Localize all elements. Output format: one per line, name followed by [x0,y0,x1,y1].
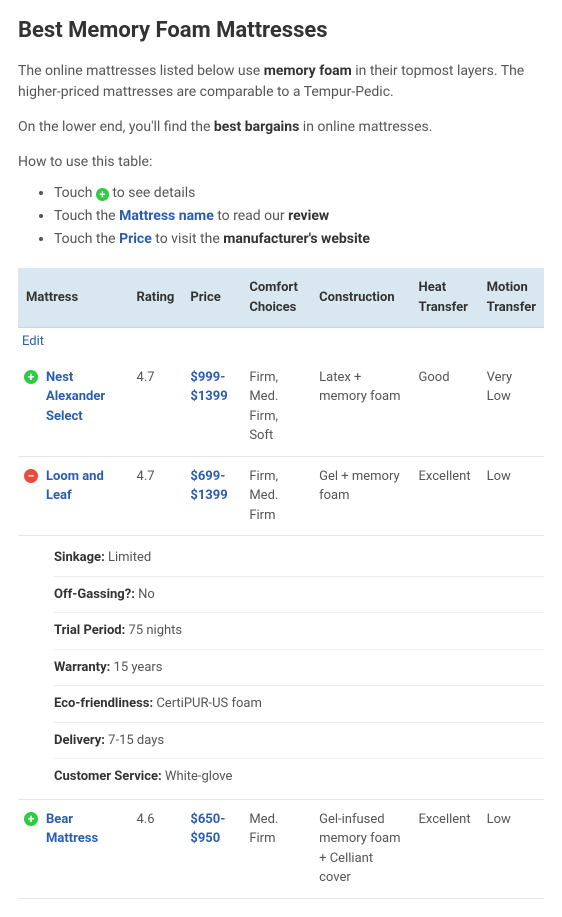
expand-icon[interactable]: + [24,370,38,384]
mattress-name-link[interactable]: Bear Mattress [46,812,98,847]
detail-value: CertiPUR-US foam [153,696,262,711]
price-cell[interactable]: $999-$1399 [182,358,241,457]
collapse-icon[interactable]: − [24,469,38,483]
col-comfort[interactable]: Comfort Choices [241,268,311,328]
detail-value: Limited [105,550,151,565]
motion-cell: Very Low [479,358,544,457]
text: to read our [214,208,288,224]
howto-label: How to use this table: [18,152,544,173]
detail-label: Delivery: [54,733,105,748]
heat-cell: Good [411,358,479,457]
emphasis-review: review [288,208,329,224]
instruction-item: Touch + to see details [54,183,544,204]
detail-value: 75 nights [125,623,182,638]
mattress-table: Mattress Rating Price Comfort Choices Co… [18,268,544,899]
edit-link[interactable]: Edit [22,334,44,349]
emphasis-mattress-name: Mattress name [119,208,214,224]
detail-row: Sinkage: LimitedOff-Gassing?: NoTrial Pe… [18,536,544,800]
intro-paragraph-1: The online mattresses listed below use m… [18,61,544,103]
comfort-cell: Firm, Med. Firm [241,456,311,536]
col-rating[interactable]: Rating [129,268,183,328]
construction-cell: Gel + memory foam [311,456,410,536]
table-row: −Loom and Leaf 4.7$699-$1399 Firm, Med. Fi… [18,456,544,536]
mattress-name-link[interactable]: Loom and Leaf [46,469,104,504]
col-mattress[interactable]: Mattress [18,268,129,328]
comfort-cell: Med. Firm [241,799,311,898]
motion-cell: Low [479,456,544,536]
construction-cell: Gel-infused memory foam + Celliant cover [311,799,410,898]
instructions-list: Touch + to see details Touch the Mattres… [18,183,544,250]
price-link[interactable]: $699-$1399 [190,469,227,504]
table-header-row: Mattress Rating Price Comfort Choices Co… [18,268,544,328]
table-row: + Nest Alexander Select 4.7$999-$1399 Firm,… [18,358,544,457]
col-motion[interactable]: Motion Transfer [479,268,544,328]
detail-label: Eco-friendliness: [54,696,153,711]
page-title: Best Memory Foam Mattresses [18,14,544,47]
col-price[interactable]: Price [182,268,241,328]
detail-value: No [135,587,155,602]
detail-item: Eco-friendliness: CertiPUR-US foam [54,686,544,723]
emphasis-memory-foam: memory foam [264,63,352,79]
mattress-name-link[interactable]: Nest Alexander Select [46,370,105,424]
detail-label: Customer Service: [54,769,162,784]
col-heat[interactable]: Heat Transfer [411,268,479,328]
detail-label: Trial Period: [54,623,125,638]
price-link[interactable]: $999-$1399 [190,370,227,405]
heat-cell: Excellent [411,456,479,536]
price-cell[interactable]: $699-$1399 [182,456,241,536]
detail-label: Off-Gassing?: [54,587,135,602]
detail-label: Sinkage: [54,550,105,565]
text: The online mattresses listed below use [18,63,264,79]
detail-item: Off-Gassing?: No [54,577,544,614]
emphasis-price: Price [119,231,152,247]
instruction-item: Touch the Mattress name to read our revi… [54,206,544,227]
text: Touch the [54,231,119,247]
price-cell[interactable]: $650-$950 [182,799,241,898]
text: Touch [54,185,96,201]
construction-cell: Latex + memory foam [311,358,410,457]
intro-paragraph-2: On the lower end, you'll find the best b… [18,117,544,138]
detail-label: Warranty: [54,660,110,675]
detail-item: Warranty: 15 years [54,650,544,687]
detail-item: Trial Period: 75 nights [54,613,544,650]
detail-value: White-glove [162,769,233,784]
table-row: + Bear Mattress 4.6$650-$950 Med. FirmGel-i… [18,799,544,898]
rating-cell: 4.7 [129,358,183,457]
motion-cell: Low [479,799,544,898]
instruction-item: Touch the Price to visit the manufacture… [54,229,544,250]
comfort-cell: Firm, Med. Firm, Soft [241,358,311,457]
col-construction[interactable]: Construction [311,268,410,328]
text: Touch the [54,208,119,224]
detail-item: Sinkage: Limited [54,540,544,577]
text: to see details [109,185,195,201]
text: On the lower end, you'll find the [18,119,214,135]
text: in online mattresses. [299,119,432,135]
expand-icon[interactable]: + [24,812,38,826]
emphasis-manufacturer: manufacturer's website [223,231,370,247]
price-link[interactable]: $650-$950 [190,812,225,847]
expand-icon: + [96,188,109,201]
rating-cell: 4.6 [129,799,183,898]
detail-item: Delivery: 7-15 days [54,723,544,760]
emphasis-best-bargains: best bargains [214,119,299,135]
rating-cell: 4.7 [129,456,183,536]
detail-value: 15 years [110,660,162,675]
edit-row: Edit [18,328,544,358]
text: to visit the [152,231,223,247]
detail-value: 7-15 days [105,733,164,748]
detail-item: Customer Service: White-glove [54,759,544,795]
heat-cell: Excellent [411,799,479,898]
